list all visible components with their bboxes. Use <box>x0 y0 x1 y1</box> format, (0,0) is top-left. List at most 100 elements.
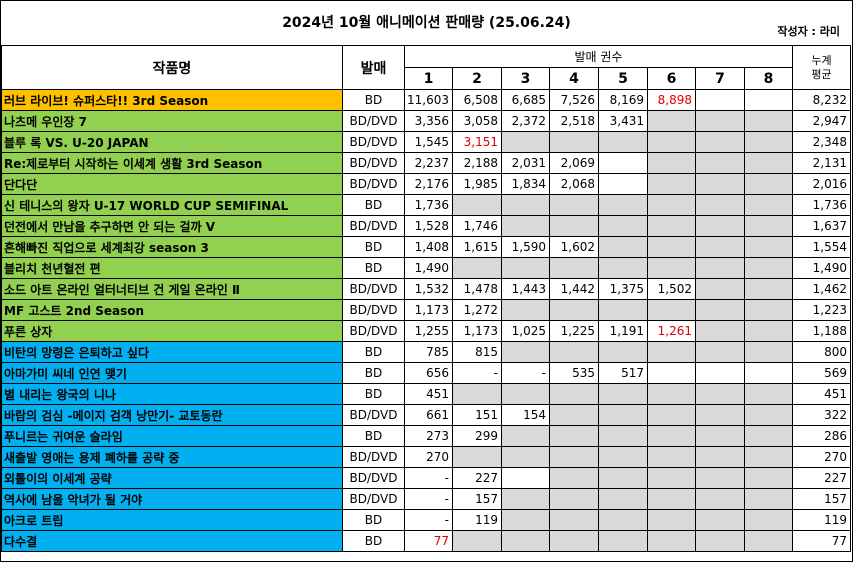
volume-cell: 1,478 <box>452 278 502 300</box>
volume-cell <box>549 467 599 489</box>
volume-cell: 151 <box>452 404 502 426</box>
volume-cell: - <box>501 362 550 384</box>
format-cell: BD <box>342 341 405 363</box>
volume-cell <box>501 467 550 489</box>
volume-cell <box>598 341 648 363</box>
volume-cell: 157 <box>452 488 502 510</box>
volume-cell <box>501 215 550 237</box>
title-cell: 소드 아트 온라인 얼터너티브 건 게일 온라인 Ⅱ <box>1 278 343 300</box>
volume-cell: 2,237 <box>404 152 453 174</box>
title-header: 작품명 <box>1 45 343 90</box>
volume-cell <box>647 425 696 447</box>
volume-cell <box>598 488 648 510</box>
table-row: 새출발 영애는 용제 폐하를 공략 중 BD/DVD 270 270 <box>1 446 851 468</box>
volume-cell <box>744 467 793 489</box>
volume-cell <box>598 173 648 195</box>
format-cell: BD/DVD <box>342 152 405 174</box>
table-row: 비탄의 망령은 은퇴하고 싶다 BD 785 815 800 <box>1 341 851 363</box>
volume-header-5: 5 <box>598 67 648 90</box>
volume-cell <box>647 446 696 468</box>
volume-cell <box>695 404 745 426</box>
volume-cell: 8,169 <box>598 89 648 111</box>
volume-cell: - <box>404 488 453 510</box>
volume-cell <box>744 530 793 552</box>
format-cell: BD <box>342 236 405 258</box>
volume-cell <box>452 530 502 552</box>
title-cell: 러브 라이브! 슈퍼스타!! 3rd Season <box>1 89 343 111</box>
volume-header-6: 6 <box>647 67 696 90</box>
title-cell: 흔해빠진 직업으로 세계최강 season 3 <box>1 236 343 258</box>
volume-cell: 1,443 <box>501 278 550 300</box>
volume-cell <box>647 488 696 510</box>
volume-cell <box>744 257 793 279</box>
volume-cell: 1,375 <box>598 278 648 300</box>
volume-cell <box>744 488 793 510</box>
volume-cell: 2,069 <box>549 152 599 174</box>
volume-cell: 8,898 <box>647 89 696 111</box>
volume-cell <box>598 446 648 468</box>
table-row: 아크로 트립 BD -119 119 <box>1 509 851 531</box>
volume-cell <box>501 509 550 531</box>
volume-cell <box>549 257 599 279</box>
volume-cell <box>549 194 599 216</box>
table-row: Re:제로부터 시작하는 이세계 생활 3rd Season BD/DVD 2,23… <box>1 152 851 174</box>
volume-cell <box>695 152 745 174</box>
table-row: 러브 라이브! 슈퍼스타!! 3rd Season BD 11,603 6,508 6,… <box>1 89 851 111</box>
volume-cell <box>501 131 550 153</box>
format-cell: BD <box>342 89 405 111</box>
volume-cell <box>647 404 696 426</box>
volume-cell: 3,058 <box>452 110 502 132</box>
volume-cell <box>501 446 550 468</box>
volume-cell <box>549 215 599 237</box>
volume-cell <box>744 173 793 195</box>
title-cell: 새출발 영애는 용제 폐하를 공략 중 <box>1 446 343 468</box>
volume-cell: 1,532 <box>404 278 453 300</box>
table-row: 던전에서 만남을 추구하면 안 되는 걸까 V BD/DVD 1,528 1,746 1… <box>1 215 851 237</box>
volume-cell <box>549 341 599 363</box>
volume-cell <box>647 236 696 258</box>
volume-cell <box>598 215 648 237</box>
volume-cell: 1,255 <box>404 320 453 342</box>
volume-cell: 299 <box>452 425 502 447</box>
volume-cell <box>598 467 648 489</box>
volume-cell: 815 <box>452 341 502 363</box>
average-cell: 1,462 <box>792 278 851 300</box>
volume-cell <box>744 131 793 153</box>
volume-cell: 77 <box>404 530 453 552</box>
author-label: 작성자 : 라미 <box>777 25 840 38</box>
table-row: 아마가미 씨네 인연 맺기 BD 656- -535 517 569 <box>1 362 851 384</box>
format-cell: BD <box>342 509 405 531</box>
average-cell: 2,131 <box>792 152 851 174</box>
volume-cell <box>598 257 648 279</box>
volume-cell <box>647 152 696 174</box>
average-cell: 286 <box>792 425 851 447</box>
table-row: 흔해빠진 직업으로 세계최강 season 3 BD 1,408 1,615 1,590… <box>1 236 851 258</box>
volume-header-4: 4 <box>549 67 599 90</box>
volume-header-7: 7 <box>695 67 745 90</box>
title-cell: 나츠메 우인장 7 <box>1 110 343 132</box>
volume-cell <box>501 488 550 510</box>
title-cell: 별 내리는 왕국의 니나 <box>1 383 343 405</box>
volume-cell: 119 <box>452 509 502 531</box>
volume-cell <box>695 383 745 405</box>
average-cell: 1,223 <box>792 299 851 321</box>
volume-cell <box>695 446 745 468</box>
volume-cell <box>549 509 599 531</box>
volume-cell <box>695 467 745 489</box>
volume-cell: 270 <box>404 446 453 468</box>
average-cell: 119 <box>792 509 851 531</box>
volume-cell: 1,173 <box>404 299 453 321</box>
format-cell: BD/DVD <box>342 488 405 510</box>
table-row: 푸른 상자 BD/DVD 1,255 1,173 1,025 1,225 1,191 1,26… <box>1 320 851 342</box>
volume-cell <box>744 215 793 237</box>
volume-cell: 1,225 <box>549 320 599 342</box>
volume-cell <box>744 425 793 447</box>
volume-cell: 2,176 <box>404 173 453 195</box>
volume-cell <box>744 509 793 531</box>
table-row: 단다단 BD/DVD 2,176 1,985 1,834 2,068 2,016 <box>1 173 851 195</box>
volume-cell <box>744 194 793 216</box>
table-row: 역사에 남을 악녀가 될 거야 BD/DVD -157 157 <box>1 488 851 510</box>
volume-cell: 1,442 <box>549 278 599 300</box>
volume-cell <box>695 257 745 279</box>
